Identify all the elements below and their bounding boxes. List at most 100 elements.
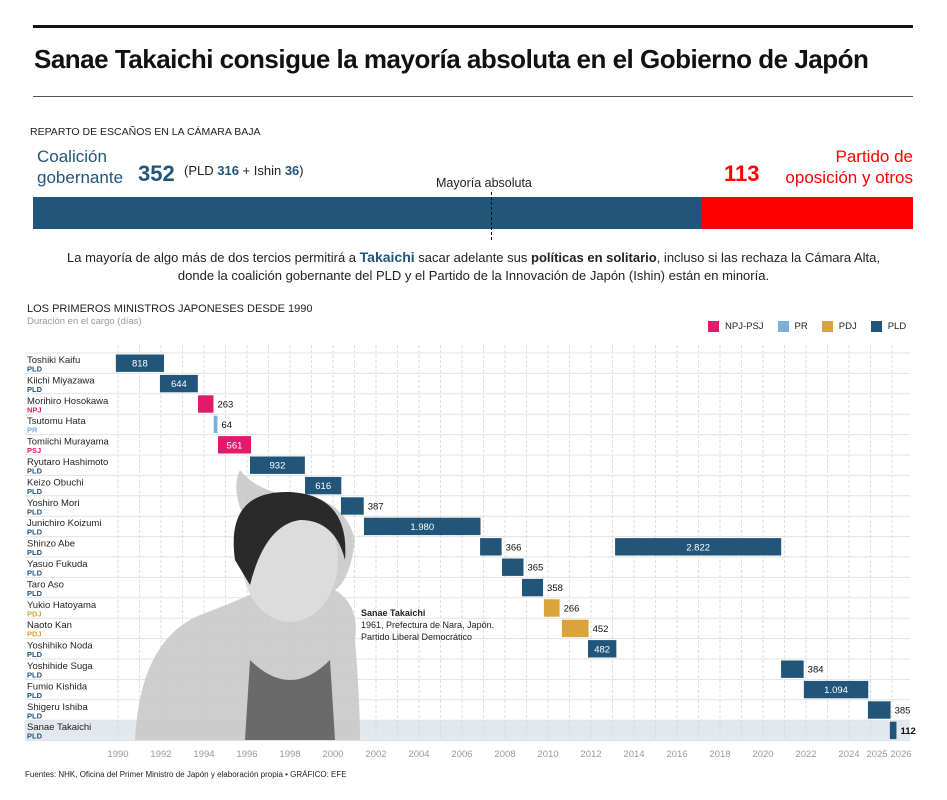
duration-bar (217, 436, 251, 454)
pm-party: PLD (27, 671, 43, 680)
lead-bold: políticas en solitario (531, 250, 657, 265)
duration-label: 818 (132, 359, 148, 370)
seat-bar (33, 197, 913, 229)
page-title: Sanae Takaichi consigue la mayoría absol… (34, 44, 869, 74)
pm-party: PLD (27, 691, 43, 700)
legend-item: PDJ (821, 321, 857, 332)
x-tick-label: 2014 (623, 749, 644, 760)
x-tick-label: 2022 (795, 749, 816, 760)
duration-label: 266 (564, 604, 580, 615)
pm-party: PLD (27, 528, 43, 537)
legend-label: PLD (887, 321, 907, 332)
x-tick-label: 1998 (279, 749, 300, 760)
legend-swatch (870, 321, 882, 332)
duration-label: 482 (594, 644, 610, 655)
duration-label: 112 (900, 726, 915, 737)
seats-section-title: REPARTO DE ESCAÑOS EN LA CÁMARA BAJA (30, 126, 261, 138)
pm-name: Kiichi Miyazawa (27, 375, 95, 386)
coalition-label-1: Coalición (37, 147, 107, 166)
x-tick-label: 1992 (150, 749, 171, 760)
legend-swatch (821, 321, 833, 332)
duration-label: 616 (315, 481, 331, 492)
lead-text-3: , incluso si las rechaza la Cámara Alta,… (177, 250, 880, 283)
duration-bar (543, 599, 560, 617)
chart-subtitle: Duración en el cargo (días) (27, 316, 142, 327)
duration-label: 2.822 (686, 542, 710, 553)
seat-bar-coalition (33, 197, 703, 229)
duration-bar (587, 640, 617, 658)
duration-bar (867, 701, 891, 719)
legend-item: PLD (870, 321, 907, 332)
duration-bar (305, 476, 342, 495)
pm-party: PLD (27, 467, 43, 476)
duration-label: 358 (547, 583, 563, 594)
x-tick-label: 2024 (838, 749, 859, 760)
x-tick-label: 2004 (408, 749, 429, 760)
ishin-seats: 36 (284, 163, 300, 178)
legend: NPJ-PSJ PR PDJ PLD (708, 321, 906, 332)
legend-swatch (777, 321, 789, 332)
pm-name: Yoshihiko Noda (27, 641, 93, 652)
portrait-illustration (135, 470, 360, 740)
duration-label: 644 (171, 379, 187, 390)
duration-bar (480, 538, 502, 556)
duration-label: 1.980 (410, 522, 434, 533)
pm-party: PLD (27, 589, 43, 598)
pm-name: Morihiro Hosokawa (27, 396, 109, 407)
caption-line-1: 1961, Prefectura de Nara, Japón. (361, 620, 495, 630)
legend-label: NPJ-PSJ (725, 321, 764, 332)
x-tick-label: 2010 (537, 749, 558, 760)
duration-label: 263 (217, 400, 233, 411)
pm-name: Yukio Hatoyama (27, 600, 97, 611)
breakdown-mid: + Ishin (238, 163, 285, 178)
coalition-label: Coalición gobernante (37, 146, 123, 188)
duration-bar (561, 619, 589, 638)
majority-line (491, 192, 492, 240)
legend-item: NPJ-PSJ (708, 321, 764, 332)
lead-name: Takaichi (359, 249, 415, 265)
coalition-label-2: gobernante (37, 168, 124, 187)
duration-label: 384 (808, 665, 824, 676)
chart-title: LOS PRIMEROS MINISTROS JAPONESES DESDE 1… (27, 303, 313, 315)
duration-bar (363, 517, 481, 536)
duration-label: 932 (270, 461, 286, 472)
x-tick-label: 2020 (752, 749, 773, 760)
x-tick-label: 2018 (709, 749, 730, 760)
x-tick-label: 1996 (236, 749, 257, 760)
breakdown-suffix: ) (299, 163, 304, 178)
pm-party: PLD (27, 385, 43, 394)
pm-name: Junichiro Koizumi (27, 518, 101, 529)
caption-line-2: Partido Liberal Democrático (361, 632, 473, 642)
pm-name: Yasuo Fukuda (27, 559, 88, 570)
pm-party: PSJ (27, 446, 41, 455)
pm-name: Toshiki Kaifu (27, 355, 80, 366)
x-tick-label: 2012 (580, 749, 601, 760)
duration-bar (803, 680, 869, 699)
duration-label: 452 (593, 624, 609, 635)
pm-party: PLD (27, 548, 43, 557)
lead-paragraph: La mayoría de algo más de dos tercios pe… (60, 248, 887, 285)
duration-label: 561 (227, 440, 243, 451)
pm-party: PLD (27, 711, 43, 720)
portrait-hair (233, 491, 346, 585)
duration-bar (159, 374, 198, 393)
pm-party: PLD (27, 507, 43, 516)
duration-label: 366 (506, 542, 522, 553)
pm-party: PLD (27, 569, 43, 578)
duration-bar (889, 721, 897, 740)
pm-name: Ryutaro Hashimoto (27, 457, 108, 468)
pm-name: Sanae Takaichi (27, 722, 91, 733)
duration-bar (615, 538, 782, 556)
pm-name: Yoshiro Mori (27, 498, 79, 509)
legend-label: PDJ (838, 321, 857, 332)
x-tick-label: 2016 (666, 749, 687, 760)
pm-party: PLD (27, 487, 43, 496)
duration-label: 385 (895, 706, 911, 717)
source-footer: Fuentes: NHK, Oficina del Primer Ministr… (25, 770, 347, 779)
duration-bar (197, 395, 214, 413)
top-rule (33, 25, 913, 28)
breakdown-prefix: (PLD (184, 163, 218, 178)
pm-name: Naoto Kan (27, 620, 72, 631)
duration-bar (250, 456, 305, 474)
